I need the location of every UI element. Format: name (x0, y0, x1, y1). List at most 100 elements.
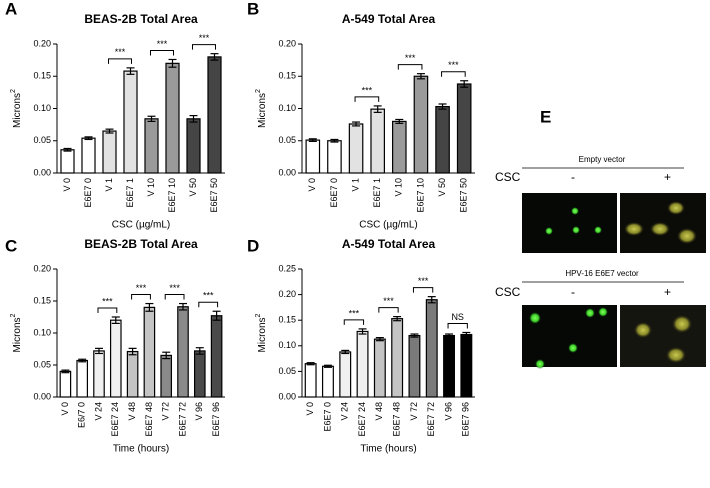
significance-label: *** (383, 296, 394, 306)
chart-panel: B A-549 Total Area Microns2 0.00 0.05 0.10 0.1… (247, 0, 475, 231)
bar (160, 354, 173, 398)
bar (193, 350, 206, 398)
error-bar (438, 103, 447, 110)
error-bar (61, 369, 70, 374)
cell (535, 359, 545, 369)
x-tick-label: V 24 (340, 402, 350, 421)
significance-label: *** (157, 39, 168, 49)
x-tick-label: E6E7 0 (322, 402, 332, 432)
x-tick-label: V 1 (350, 178, 360, 192)
error-bar (162, 351, 171, 360)
bar (60, 149, 75, 174)
chart-title: BEAS-2B Total Area (84, 237, 198, 251)
y-axis-label-sup: 2 (10, 89, 17, 93)
x-tick-label: E6E7 24 (357, 402, 367, 437)
error-bar (189, 114, 198, 123)
x-tick-label: V 72 (409, 402, 419, 421)
significance-bracket (447, 322, 468, 329)
bar (356, 330, 369, 398)
bar (210, 315, 223, 398)
significance-label: *** (115, 47, 126, 57)
panel-label: C (5, 236, 17, 255)
significance-bracket (198, 301, 219, 308)
cell (624, 222, 644, 236)
chart-panel: D A-549 Total Area Microns2 0.00 0.05 0.10 0.1… (247, 236, 475, 455)
factor-label: CSC (495, 285, 521, 299)
chart-title: A-549 Total Area (342, 237, 436, 251)
cell (634, 322, 652, 338)
x-axis-label: CSC (µg/mL) (359, 220, 418, 231)
bar (339, 351, 352, 398)
y-axis-label-sup: 2 (255, 89, 262, 93)
error-bar (145, 302, 154, 312)
bar (321, 365, 334, 398)
error-bar (111, 316, 120, 324)
panel-label: D (247, 236, 259, 255)
x-tick-label: E6E7 10 (415, 178, 425, 213)
y-axis-label-sup: 2 (255, 313, 262, 317)
bar (435, 105, 450, 174)
y-tick-label: 0.20 (33, 38, 51, 48)
bar (109, 319, 122, 398)
bar (305, 139, 321, 174)
error-bar (126, 67, 135, 75)
plus-label: + (664, 285, 671, 299)
y-tick-label: 0.05 (278, 366, 296, 376)
x-tick-label: E6E7 50 (459, 178, 469, 213)
y-tick-label: 0.05 (33, 135, 51, 145)
x-tick-label: E6E7 0 (83, 178, 93, 208)
significance-label: *** (102, 296, 113, 306)
x-tick-label: V 48 (127, 402, 137, 421)
y-tick-label: 0.10 (278, 103, 296, 113)
panel-label: A (5, 0, 17, 18)
y-tick-label: 0.10 (33, 103, 51, 113)
x-tick-label: E6E7 72 (177, 402, 187, 437)
bar (304, 363, 317, 398)
error-bar (460, 80, 469, 88)
y-tick-label: 0.25 (278, 263, 296, 273)
cell (572, 226, 580, 234)
bar (373, 338, 386, 398)
chart-title: BEAS-2B Total Area (84, 12, 198, 26)
x-tick-label: V 48 (374, 402, 384, 421)
error-bar (373, 105, 382, 113)
cell (594, 226, 602, 234)
bar (76, 359, 89, 398)
cell (585, 308, 595, 318)
y-axis-label: Microns2 (255, 313, 268, 352)
group-title: Empty vector (579, 155, 626, 164)
significance-label: *** (199, 33, 210, 43)
x-tick-label: E6E7 24 (110, 402, 120, 437)
significance-label: *** (203, 291, 214, 301)
panel-label: E (540, 107, 551, 126)
error-bar (168, 58, 177, 68)
significance-bracket (164, 294, 185, 300)
bar (93, 350, 105, 398)
x-tick-label: E6E7 10 (167, 178, 177, 213)
y-axis-label-text: Microns (12, 93, 23, 128)
error-bar (95, 347, 103, 355)
panel-e: E Empty vector CSC - + HPV-16 E6E7 vecto… (495, 107, 706, 369)
significance-bracket (150, 49, 174, 56)
x-tick-label: E6E7 96 (211, 402, 221, 437)
error-bar (210, 53, 219, 61)
y-tick-label: 0.00 (33, 167, 51, 177)
x-tick-label: V 50 (437, 178, 447, 197)
panel-label: B (247, 0, 259, 18)
significance-bracket (97, 307, 118, 313)
cell (672, 315, 692, 333)
significance-bracket (354, 96, 380, 102)
bar (186, 118, 201, 174)
y-tick-label: 0.20 (278, 289, 296, 299)
cell (568, 343, 578, 353)
significance-label: *** (136, 283, 147, 293)
bar (370, 108, 385, 174)
error-bar (341, 349, 350, 355)
bar (425, 299, 438, 398)
micrograph (620, 305, 706, 367)
chart-panel: A BEAS-2B Total Area Microns2 0.00 0.05 0.10 0… (5, 0, 225, 231)
significance-bracket (343, 319, 365, 325)
significance-label: NS (451, 312, 464, 322)
bar (81, 137, 96, 174)
y-tick-label: 0.10 (33, 327, 51, 337)
